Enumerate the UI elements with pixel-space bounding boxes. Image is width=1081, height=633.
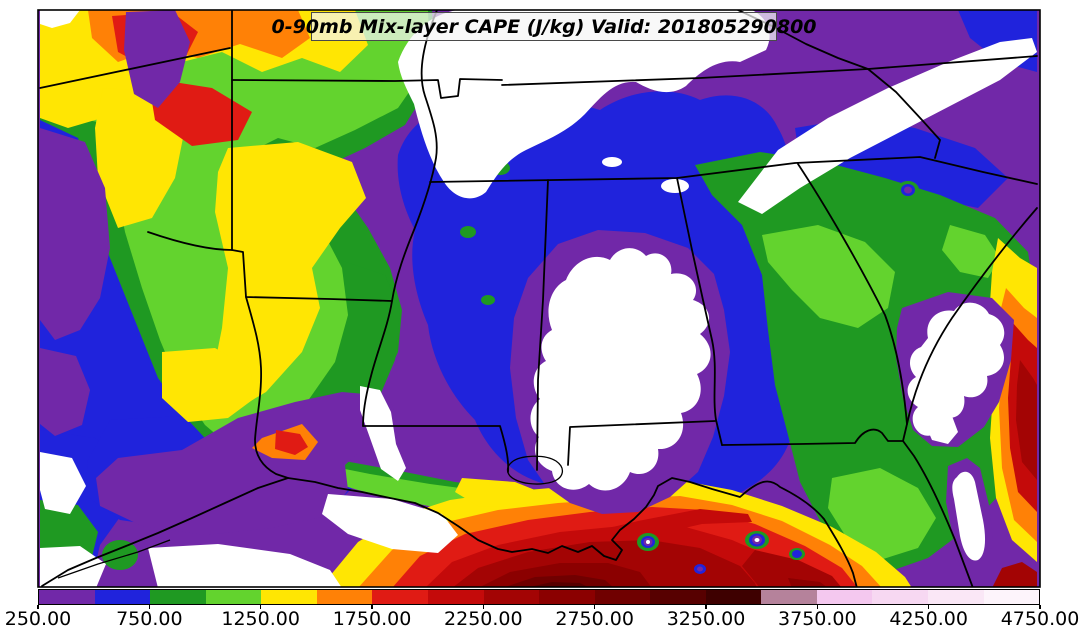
- mississippi-river-line: [362, 10, 438, 427]
- colorbar-tick: [705, 605, 707, 609]
- colorbar-segment: [205, 590, 262, 604]
- colorbar-segment: [316, 590, 373, 604]
- colorbar-tick-label: 4750.00: [1000, 608, 1080, 630]
- sabine-river-border: [245, 296, 289, 479]
- colorbar-segment: [427, 590, 484, 604]
- colorbar-segment: [94, 590, 151, 604]
- colorbar-segment: [928, 590, 984, 604]
- colorbar-segment: [594, 590, 651, 604]
- state-border-lines: [39, 47, 231, 89]
- map-frame: [37, 9, 1041, 588]
- state-boundaries: [39, 10, 1038, 587]
- colorbar-segment: [816, 590, 873, 604]
- colorbar-tick: [482, 605, 485, 609]
- colorbar-tick-label: 2750.00: [555, 608, 634, 630]
- colorbar-tick: [37, 605, 39, 609]
- colorbar-segment: [650, 590, 706, 604]
- colorbar-segment: [150, 590, 206, 604]
- colorbar-tick-label: 3250.00: [666, 608, 746, 630]
- colorbar-tick: [1039, 605, 1041, 609]
- colorbar-tick-label: 4250.00: [889, 608, 968, 630]
- colorbar-tick: [259, 605, 262, 609]
- lake-pontchartrain-outline: [506, 455, 563, 485]
- colorbar-segment: [872, 590, 928, 604]
- colorbar-tick-label: 2250.00: [444, 608, 523, 630]
- colorbar-labels: 250.00 750.00 1250.00 1750.00 2250.00 2750.00…: [5, 608, 1080, 632]
- colorbar-ticks: [37, 605, 1041, 609]
- colorbar-segment: [261, 590, 317, 604]
- texas-barrier-island-line: [57, 539, 171, 579]
- contour-layer-white-minima: [40, 10, 1037, 587]
- gulf-coastline: [41, 477, 858, 587]
- colorbar-tick: [816, 605, 819, 609]
- colorbar-segment: [983, 590, 1040, 604]
- colorbar-segment: [761, 590, 817, 604]
- colorbar-tick: [927, 605, 930, 609]
- colorbar-segment: [705, 590, 762, 604]
- colorbar-tick-label: 1750.00: [332, 608, 412, 630]
- red-river-border: [147, 231, 393, 302]
- atlantic-coastline: [902, 207, 1038, 587]
- colorbar-tick-label: 250.00: [4, 608, 72, 630]
- colorbar-tick-label: 1250.00: [221, 608, 300, 630]
- colorbar-swatches: [38, 589, 1040, 605]
- colorbar-tick-label: 3750.00: [778, 608, 857, 630]
- colorbar-segment: [483, 590, 540, 604]
- colorbar-segment: [372, 590, 428, 604]
- colorbar-tick-label: 750.00: [116, 608, 183, 630]
- map-title: 0-90mb Mix-layer CAPE (J/kg) Valid: 2018…: [271, 12, 817, 41]
- colorbar-tick: [593, 605, 596, 609]
- colorbar-tick: [148, 605, 151, 609]
- contour-layer-reds: [40, 12, 1037, 587]
- colorbar-segment: [539, 590, 595, 604]
- savannah-river-line: [797, 163, 908, 425]
- colorbar-tick: [371, 605, 373, 609]
- colorbar-segment: [39, 590, 95, 604]
